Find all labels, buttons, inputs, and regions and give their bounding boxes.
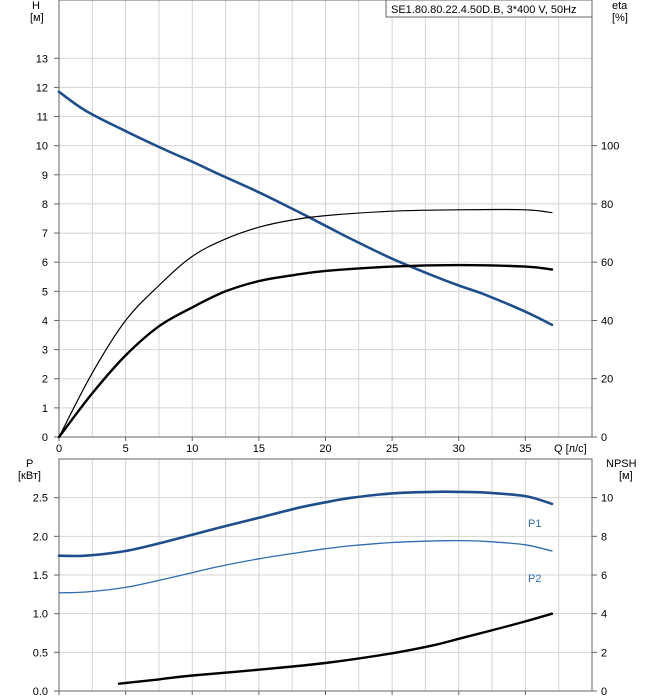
top-x-tick-label: 10: [186, 443, 198, 455]
bottom-right-axis-label: NPSH: [606, 458, 637, 470]
top-x-tick-label: 5: [123, 443, 129, 455]
bottom-right-tick-label: 4: [601, 609, 607, 621]
bottom-left-tick-label: 1.0: [33, 609, 48, 621]
top-left-tick-label: 7: [42, 228, 48, 240]
top-right-axis-label: eta: [612, 0, 628, 12]
top-x-tick-label: 30: [453, 443, 465, 455]
series-label-p2: P2: [528, 573, 541, 585]
bottom-right-tick-label: 10: [601, 493, 613, 505]
bottom-chart-series: [57, 490, 554, 685]
top-left-tick-label: 6: [42, 257, 48, 269]
top-x-tick-label: 15: [253, 443, 265, 455]
top-left-tick-label: 4: [42, 315, 48, 327]
chart-title: SE1.80.80.22.4.50D.B, 3*400 V, 50Hz: [391, 4, 577, 16]
top-x-tick-label: 0: [56, 443, 62, 455]
top-x-tick-label: 25: [386, 443, 398, 455]
bottom-right-tick-label: 0: [601, 686, 607, 698]
series-label-p1: P1: [528, 518, 541, 530]
top-left-tick-label: 3: [42, 345, 48, 357]
top-chart-grid: [59, 0, 592, 438]
top-left-tick-label: 1: [42, 403, 48, 415]
top-series-line-2: [57, 263, 554, 439]
top-left-tick-label: 10: [36, 141, 48, 153]
bottom-series-line-0: [57, 490, 554, 558]
top-series-line-1: [58, 208, 553, 438]
bottom-chart-ticks: 0.0 0.5 1.0 1.5 2.0 2.5 0 2 4 6 8 10: [33, 493, 614, 698]
top-right-tick-label: 40: [601, 315, 613, 327]
top-right-tick-label: 60: [601, 257, 613, 269]
bottom-right-tick-label: 8: [601, 531, 607, 543]
top-left-tick-label: 0: [42, 432, 48, 444]
x-axis-label: Q [л/с]: [554, 443, 587, 455]
top-left-axis-label: H: [32, 0, 40, 12]
top-left-axis-unit: [м]: [30, 12, 44, 24]
top-right-tick-label: 100: [601, 141, 619, 153]
top-right-tick-label: 80: [601, 199, 613, 211]
bottom-series-line-1: [58, 539, 553, 594]
bottom-right-tick-label: 6: [601, 570, 607, 582]
top-x-tick-label: 20: [319, 443, 331, 455]
chart-title-box: [385, 0, 593, 18]
top-x-tick-label: 35: [519, 443, 531, 455]
bottom-left-tick-label: 0.5: [33, 647, 48, 659]
bottom-right-tick-label: 2: [601, 647, 607, 659]
bottom-right-axis-unit: [м]: [619, 470, 633, 482]
bottom-series-line-2: [117, 612, 554, 685]
bottom-left-tick-label: 2.0: [33, 531, 48, 543]
bottom-left-tick-label: 1.5: [33, 570, 48, 582]
top-left-tick-label: 12: [36, 82, 48, 94]
top-right-axis-unit: [%]: [612, 12, 628, 24]
top-left-tick-label: 2: [42, 374, 48, 386]
bottom-left-axis-unit: [кВт]: [18, 470, 41, 482]
bottom-left-tick-label: 0.0: [33, 686, 48, 698]
top-right-tick-label: 20: [601, 374, 613, 386]
top-left-tick-label: 9: [42, 170, 48, 182]
bottom-left-tick-label: 2.5: [33, 493, 48, 505]
top-right-tick-label: 0: [601, 432, 607, 444]
top-series-line-0: [57, 90, 554, 327]
top-left-tick-label: 8: [42, 199, 48, 211]
top-left-tick-label: 13: [36, 53, 48, 65]
top-chart-series: [57, 90, 554, 439]
top-left-tick-label: 11: [37, 112, 48, 124]
bottom-left-axis-label: P: [26, 458, 33, 470]
top-left-tick-label: 5: [42, 286, 48, 298]
